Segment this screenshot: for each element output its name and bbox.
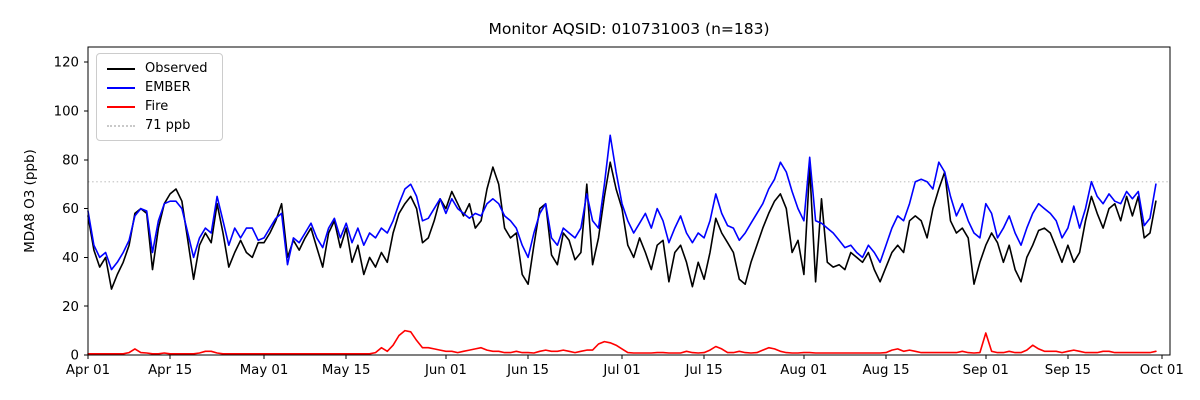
legend-item-71-ppb: 71 ppb (107, 119, 208, 132)
x-tick-label: May 01 (240, 363, 289, 378)
legend-label: 71 ppb (145, 118, 191, 133)
legend-item-ember: EMBER (107, 81, 208, 94)
legend-line-swatch (107, 67, 135, 70)
legend: Observed EMBER Fire 71 ppb (96, 53, 223, 141)
chart-title: Monitor AQSID: 010731003 (n=183) (488, 20, 770, 38)
y-tick-label: 80 (62, 153, 79, 168)
legend-label: Fire (145, 99, 169, 114)
x-tick-label: Jul 01 (602, 363, 640, 378)
y-tick-label: 100 (54, 105, 79, 120)
x-tick-label: Jun 01 (424, 363, 467, 378)
y-tick-label: 60 (62, 202, 79, 217)
x-tick-label: Apr 01 (66, 363, 110, 378)
chart-line-observed (87, 161, 1157, 290)
legend-label: EMBER (145, 80, 191, 95)
x-tick-label: Apr 15 (148, 363, 192, 378)
chart-line-fire (87, 329, 1157, 355)
x-tick-label: Jul 15 (685, 363, 723, 378)
x-tick-label: Sep 01 (963, 363, 1009, 378)
y-tick-label: 20 (62, 300, 79, 315)
y-axis-label: MDA8 O3 (ppb) (22, 149, 38, 253)
legend-line-swatch (107, 105, 135, 108)
x-tick-label: Oct 01 (1140, 363, 1184, 378)
legend-item-fire: Fire (107, 100, 208, 113)
x-tick-label: Jun 15 (506, 363, 549, 378)
y-tick-label: 120 (54, 56, 79, 71)
legend-line-swatch (107, 86, 135, 89)
legend-item-observed: Observed (107, 62, 208, 75)
x-tick-label: Aug 01 (780, 363, 827, 378)
legend-line-swatch (107, 124, 135, 127)
y-tick-label: 0 (71, 349, 79, 364)
axes-frame (87, 46, 1171, 356)
chart-line-ember (87, 134, 1157, 271)
x-tick-label: Sep 15 (1045, 363, 1091, 378)
legend-label: Observed (145, 61, 208, 76)
y-tick-label: 40 (62, 251, 79, 266)
x-tick-label: Aug 15 (862, 363, 909, 378)
x-tick-label: May 15 (322, 363, 371, 378)
